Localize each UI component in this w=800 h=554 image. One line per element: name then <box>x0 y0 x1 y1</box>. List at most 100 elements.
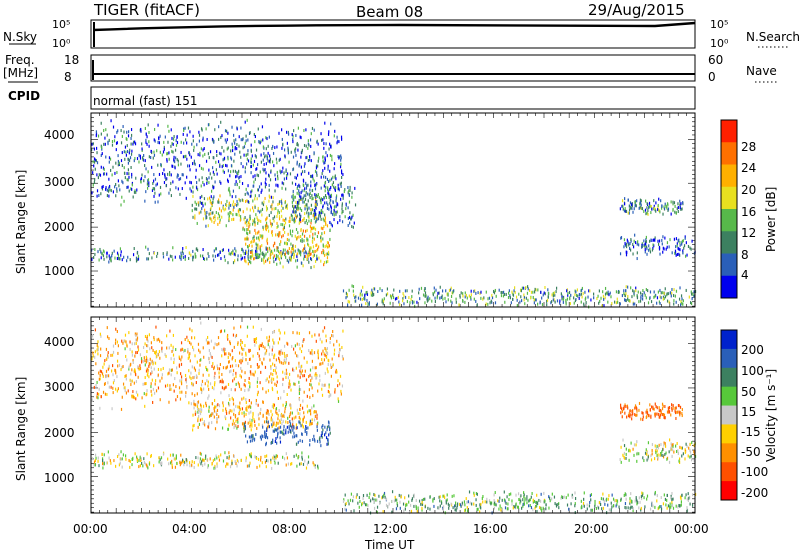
echo-cell-velocity <box>250 405 252 409</box>
echo-cell-velocity <box>237 424 239 428</box>
echo-cell-power <box>646 247 648 251</box>
echo-cell-power <box>654 208 656 212</box>
echo-cell-velocity <box>376 505 379 509</box>
echo-cell-power <box>98 258 100 262</box>
echo-cell-velocity <box>244 379 246 383</box>
echo-cell-velocity <box>321 340 323 344</box>
echo-cell-power <box>272 200 274 204</box>
echo-cell-power <box>433 290 436 294</box>
echo-cell-velocity <box>239 401 241 405</box>
echo-cell-velocity <box>271 440 274 444</box>
echo-cell-velocity <box>203 420 205 424</box>
echo-cell-velocity <box>216 412 218 416</box>
echo-cell-velocity <box>302 374 304 378</box>
echo-cell-velocity <box>295 434 297 438</box>
echo-cell-power <box>222 158 224 162</box>
echo-cell-velocity <box>466 500 468 504</box>
echo-cell-power <box>268 135 270 139</box>
echo-cell-velocity <box>623 405 625 409</box>
echo-cell-velocity <box>252 354 254 358</box>
echo-cell-power <box>314 212 317 216</box>
echo-cell-power <box>244 256 246 260</box>
echo-cell-power <box>382 302 384 306</box>
echo-cell-velocity <box>142 382 144 386</box>
echo-cell-velocity <box>461 501 463 505</box>
echo-cell-velocity <box>234 359 237 363</box>
echo-cell-velocity <box>413 495 415 499</box>
echo-cell-power <box>606 291 608 295</box>
echo-cell-velocity <box>399 506 401 510</box>
echo-cell-power <box>279 157 281 161</box>
echo-cell-velocity <box>270 365 272 369</box>
echo-cell-power <box>660 199 662 203</box>
echo-cell-velocity <box>603 499 605 503</box>
echo-cell-velocity <box>99 377 101 381</box>
echo-cell-power <box>553 291 555 295</box>
echo-cell-velocity <box>298 364 300 368</box>
echo-cell-power <box>377 290 379 294</box>
echo-cell-power <box>325 175 327 179</box>
echo-cell-power <box>148 252 150 256</box>
echo-cell-velocity <box>188 369 190 373</box>
echo-cell-velocity <box>150 361 152 365</box>
echo-cell-power <box>147 123 149 127</box>
echo-cell-velocity <box>372 497 374 501</box>
echo-cell-power <box>310 211 312 215</box>
echo-cell-velocity <box>540 507 542 511</box>
echo-cell-power <box>95 146 98 150</box>
echo-cell-velocity <box>452 506 454 510</box>
echo-cell-velocity <box>329 393 331 397</box>
echo-cell-power <box>324 216 326 220</box>
echo-cell-velocity <box>118 363 121 367</box>
echo-cell-power <box>624 242 626 246</box>
echo-cell-velocity <box>413 493 415 497</box>
echo-cell-power <box>244 252 247 256</box>
echo-cell-velocity <box>222 401 224 405</box>
echo-cell-power <box>199 151 201 155</box>
echo-cell-power <box>110 168 112 172</box>
echo-cell-power <box>127 168 129 172</box>
echo-cell-power <box>196 248 199 252</box>
echo-cell-power <box>447 298 449 302</box>
echo-cell-power <box>349 188 351 192</box>
echo-cell-power <box>364 297 366 301</box>
echo-cell-velocity <box>270 418 272 422</box>
echo-cell-power <box>208 196 211 200</box>
echo-cell-power <box>680 300 682 304</box>
echo-cell-power <box>240 175 242 179</box>
echo-cell-power <box>188 164 191 168</box>
echo-cell-power <box>296 214 298 218</box>
echo-cell-power <box>402 292 404 296</box>
echo-cell-velocity <box>415 504 417 508</box>
echo-cell-power <box>170 173 172 177</box>
echo-cell-power <box>278 131 280 135</box>
echo-cell-power <box>183 141 185 145</box>
echo-cell-power <box>298 189 300 193</box>
echo-cell-power <box>223 208 225 212</box>
echo-cell-velocity <box>301 439 304 443</box>
echo-cell-power <box>292 197 294 201</box>
echo-cell-velocity <box>282 419 284 423</box>
echo-cell-velocity <box>347 499 349 503</box>
echo-cell-power <box>280 251 282 255</box>
echo-cell-velocity <box>148 462 151 466</box>
echo-cell-power <box>239 179 241 183</box>
echo-cell-power <box>113 249 115 253</box>
echo-cell-power <box>693 290 695 294</box>
echo-cell-velocity <box>660 408 662 412</box>
echo-cell-velocity <box>280 396 282 400</box>
echo-cell-power <box>349 217 352 221</box>
echo-cell-velocity <box>238 351 241 355</box>
echo-cell-power <box>628 243 630 247</box>
echo-cell-velocity <box>131 457 134 461</box>
echo-cell-velocity <box>200 452 202 456</box>
echo-cell-power <box>653 199 655 203</box>
echo-cell-power <box>256 163 259 167</box>
echo-cell-velocity <box>629 415 631 419</box>
echo-cell-power <box>360 303 363 307</box>
echo-cell-power <box>302 218 304 222</box>
echo-cell-power <box>681 239 684 243</box>
echo-cell-velocity <box>193 423 195 427</box>
echo-cell-power <box>349 221 351 225</box>
echo-cell-power <box>117 179 119 183</box>
